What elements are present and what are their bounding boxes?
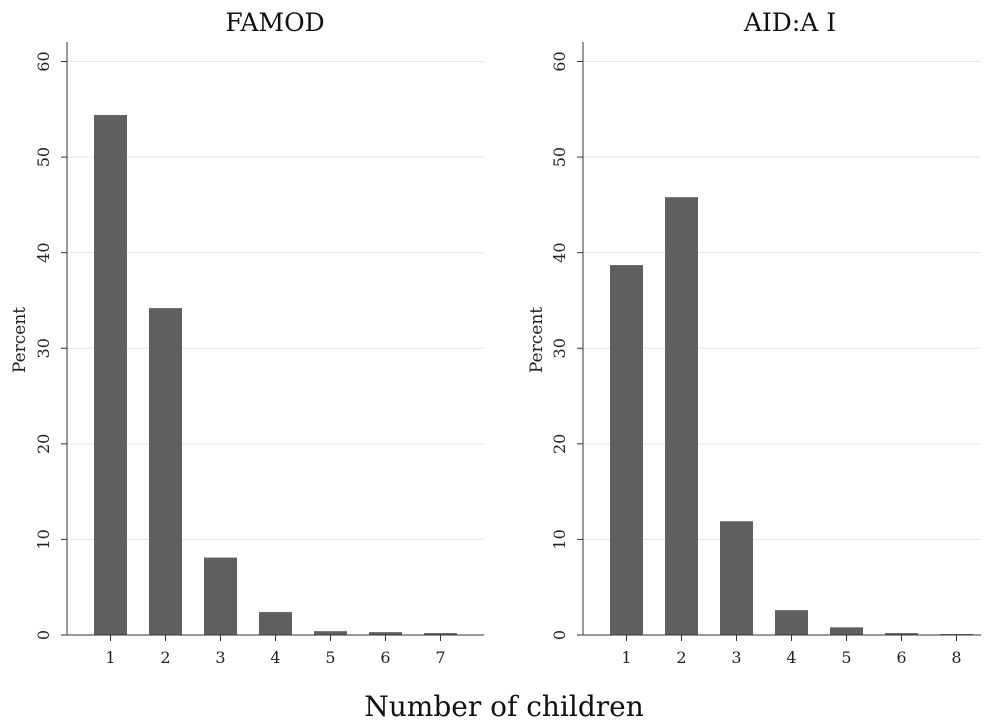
y-axis-label: Percent	[10, 307, 30, 373]
bar	[885, 633, 918, 635]
bar	[369, 632, 402, 635]
x-tick-label: 5	[841, 648, 851, 667]
x-tick-label: 5	[325, 648, 335, 667]
bar	[775, 610, 808, 635]
bar	[314, 631, 347, 635]
panel-title: AID:A I	[743, 8, 836, 37]
y-tick-label: 30	[34, 338, 53, 358]
y-tick-label: 60	[550, 51, 569, 71]
x-tick-label: 7	[435, 648, 445, 667]
y-tick-label: 10	[550, 529, 569, 549]
x-tick-label: 3	[731, 648, 741, 667]
y-tick-label: 40	[550, 242, 569, 262]
bar	[720, 521, 753, 635]
y-tick-label: 40	[34, 242, 53, 262]
y-tick-label: 20	[34, 434, 53, 454]
y-tick-label: 50	[550, 147, 569, 167]
y-tick-label: 50	[34, 147, 53, 167]
y-tick-label: 10	[34, 529, 53, 549]
x-tick-label: 4	[270, 648, 280, 667]
x-tick-label: 6	[896, 648, 906, 667]
shared-x-axis-label: Number of children	[364, 690, 644, 723]
x-tick-label: 8	[951, 648, 961, 667]
x-tick-label: 1	[105, 648, 115, 667]
y-tick-label: 30	[550, 338, 569, 358]
famod-panel: 0 10 20 30 40 50 60 1 2 3 4 5 6 7 Percent FAMOD	[10, 8, 484, 667]
x-tick-label: 2	[160, 648, 170, 667]
x-tick-label: 1	[621, 648, 631, 667]
y-tick-label: 60	[34, 51, 53, 71]
y-tick-label: 20	[550, 434, 569, 454]
panel-title: FAMOD	[225, 8, 324, 37]
y-axis-label: Percent	[527, 307, 547, 373]
y-tick-label: 0	[34, 630, 53, 640]
bar	[149, 308, 182, 635]
x-tick-label: 6	[380, 648, 390, 667]
x-tick-label: 2	[676, 648, 686, 667]
bar	[204, 557, 237, 635]
bar	[610, 265, 643, 635]
x-tick-label: 3	[215, 648, 225, 667]
bar	[665, 197, 698, 635]
y-tick-label: 0	[550, 630, 569, 640]
bar	[830, 627, 863, 635]
bar	[94, 115, 127, 635]
bar	[259, 612, 292, 635]
x-tick-label: 4	[786, 648, 796, 667]
bar	[424, 633, 457, 635]
aida-panel: 0 10 20 30 40 50 60 1 2 3 4 5 6 8 Percent AID:A I	[527, 8, 981, 667]
